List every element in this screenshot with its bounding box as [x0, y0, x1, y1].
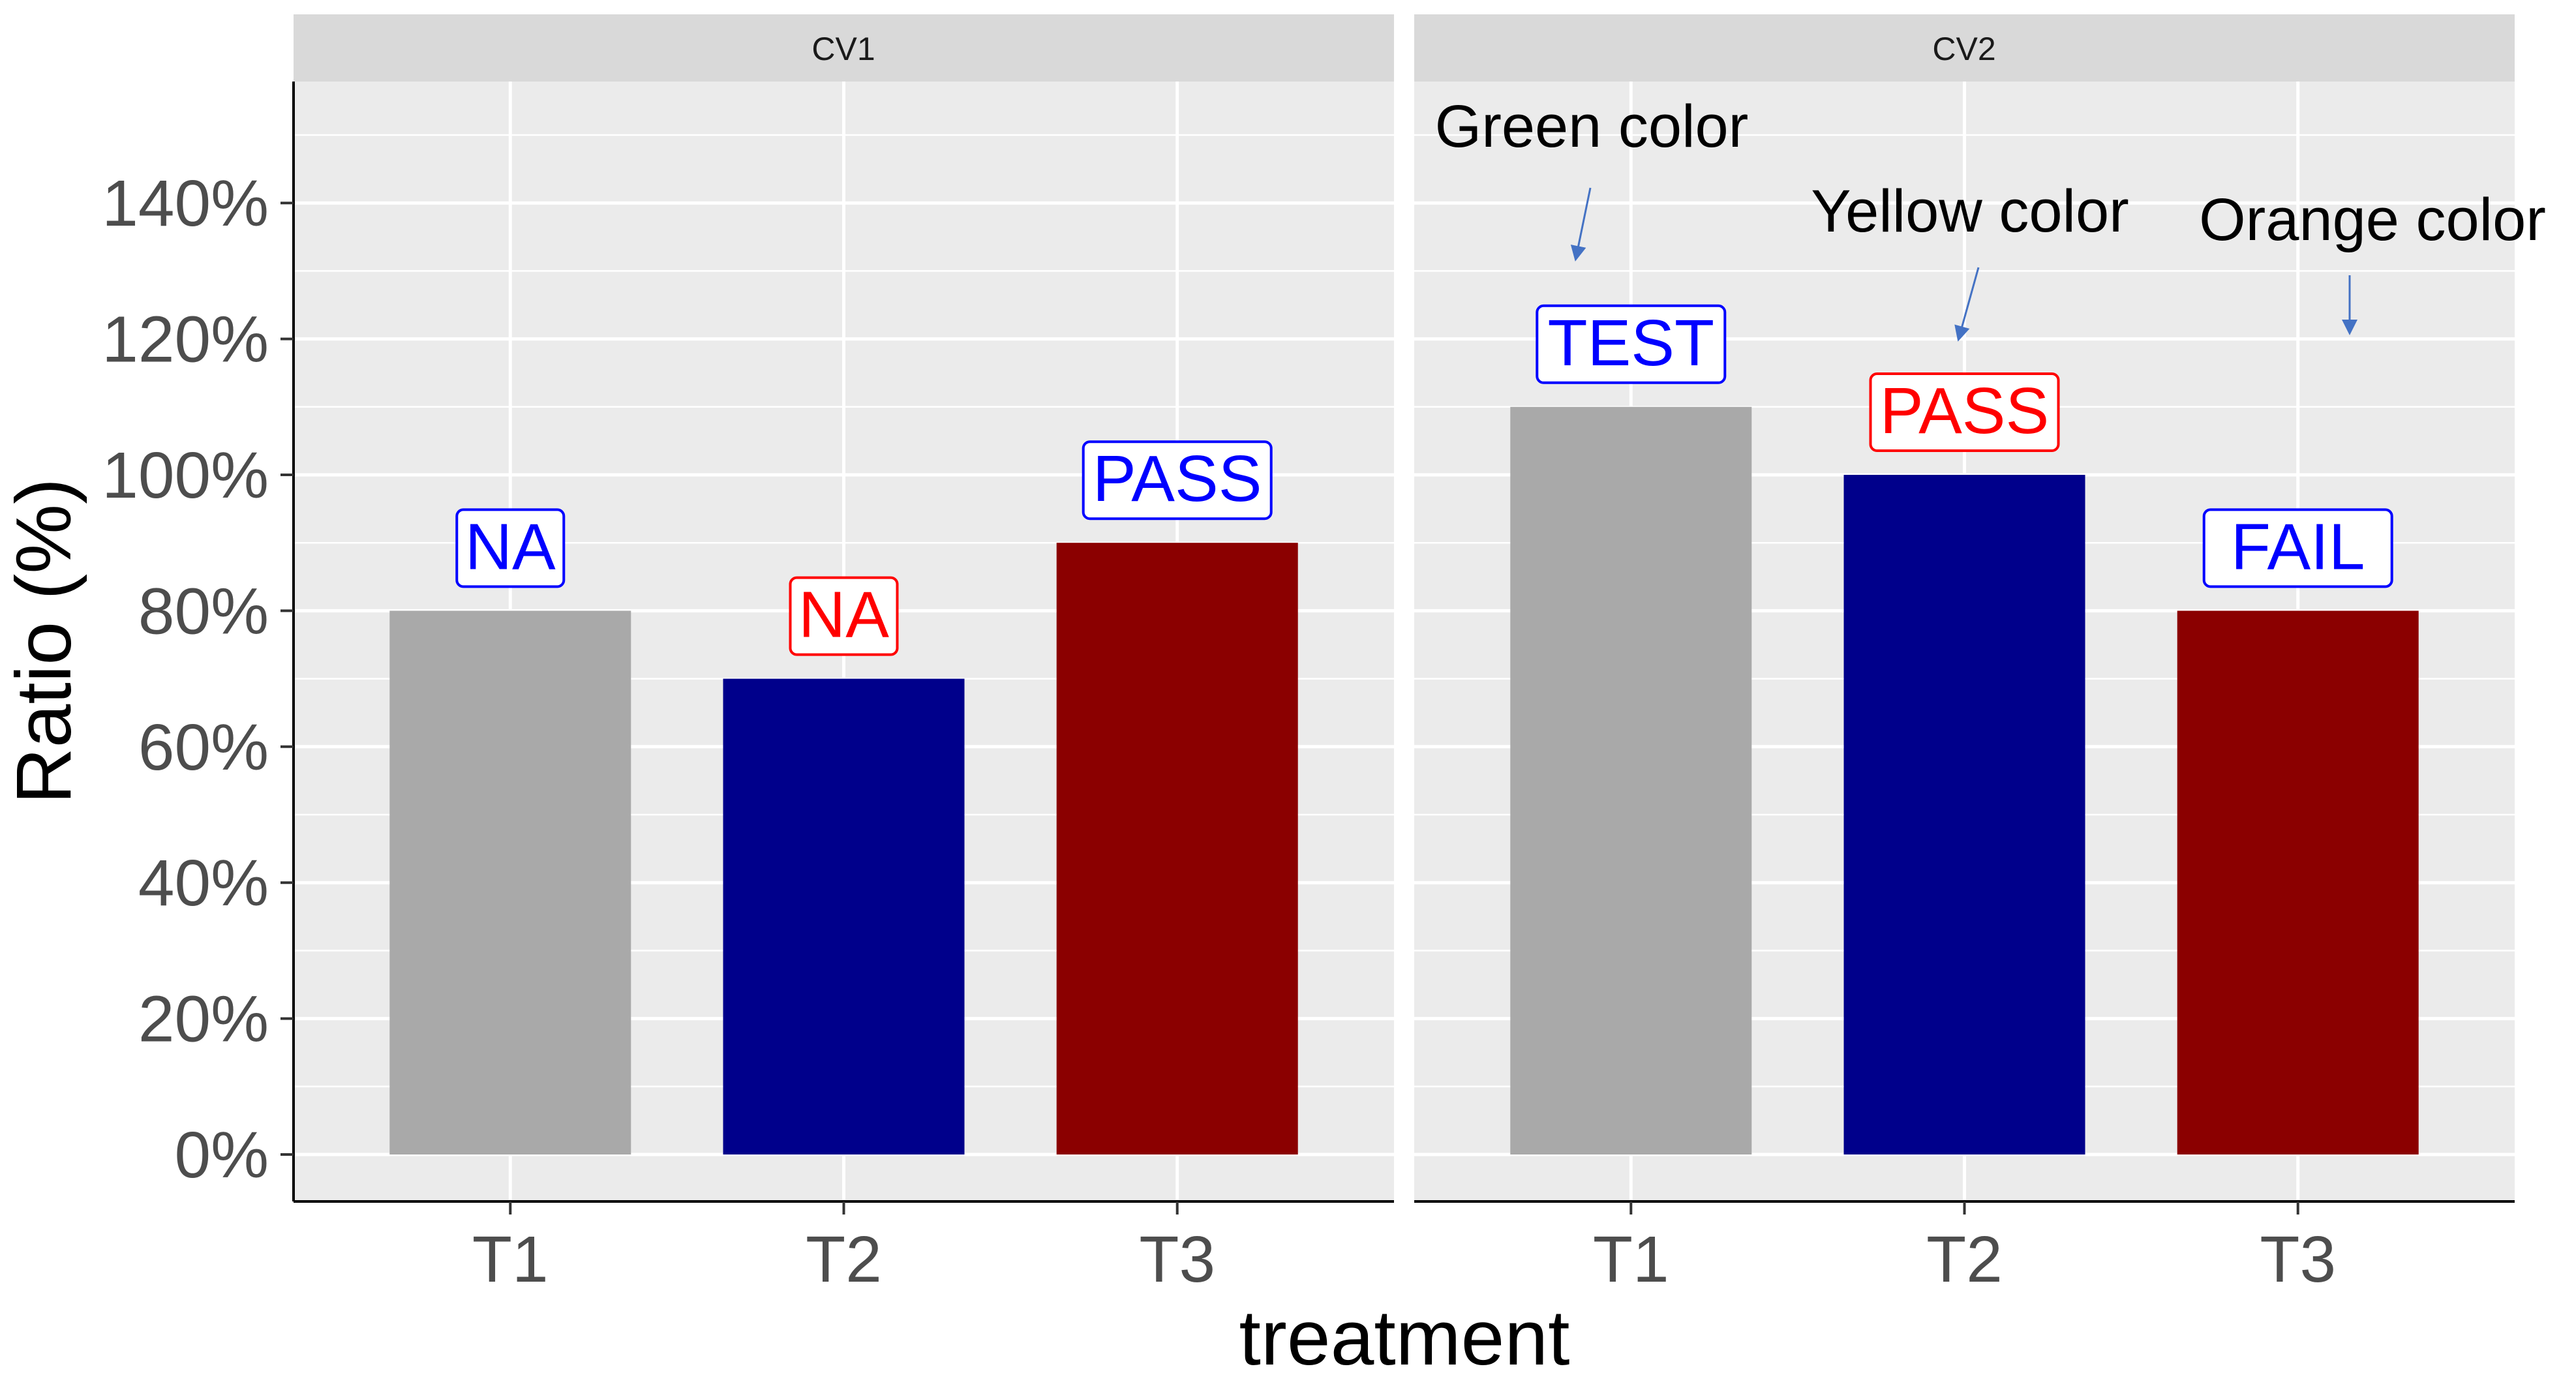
bar-label-cv2-t1: TEST [1547, 307, 1714, 380]
bar-label-box [455, 508, 566, 588]
strip-label-cv2: CV2 [1932, 31, 1995, 67]
bar-label-box [1082, 440, 1273, 520]
bar-cv2-t1 [1510, 406, 1752, 1154]
annotation-arrow-yellow [1954, 267, 1980, 342]
bar-cv1-t3 [1056, 543, 1298, 1154]
y-tick-label: 60% [138, 711, 269, 784]
bar-label-box [1536, 304, 1727, 384]
strip-label-cv1: CV1 [811, 31, 875, 67]
annotation-orange-color: Orange color [2199, 187, 2546, 253]
annotation-yellow-color: Yellow color [1811, 178, 2129, 245]
bar-label-box [2202, 508, 2393, 588]
x-tick-label: T1 [1593, 1223, 1669, 1296]
x-tick-label: T3 [1139, 1223, 1215, 1296]
y-tick-label: 20% [138, 983, 269, 1056]
bar-cv1-t2 [723, 678, 965, 1154]
x-tick-label: T2 [806, 1223, 882, 1296]
bar-label-cv1-t2: NA [798, 579, 889, 652]
x-tick-label: T3 [2260, 1223, 2336, 1296]
bar-cv1-t1 [389, 611, 631, 1154]
y-tick-label: 140% [102, 167, 269, 240]
bar-label-cv1-t1: NA [465, 510, 556, 583]
annotation-green-color: Green color [1435, 93, 1749, 160]
x-axis-title: treatment [1239, 1294, 1570, 1381]
bars [389, 406, 2419, 1154]
y-tick-label: 80% [138, 575, 269, 648]
x-tick-label: T1 [472, 1223, 549, 1296]
bar-label-box [789, 576, 899, 656]
bar-label-cv2-t3: FAIL [2231, 510, 2365, 583]
bar-labels: NA NA PASS TEST PASS FAIL [455, 304, 2393, 656]
axis-ticks: T1 T2 T3 T1 T2 T3 0% 20% 40% 60% 80% 100% 120% 140% [102, 167, 2336, 1296]
annotation-arrow-green [1570, 187, 1592, 262]
annotations: Green color Yellow color Orange color [1435, 93, 2546, 342]
y-tick-label: 0% [174, 1119, 269, 1192]
bar-label-cv1-t3: PASS [1093, 442, 1262, 515]
strip-header-cv2 [1414, 14, 2515, 82]
y-tick-label: 100% [102, 439, 269, 512]
x-tick-label: T2 [1926, 1223, 2003, 1296]
bar-label-cv2-t2: PASS [1880, 374, 2049, 447]
bar-label-box [1869, 372, 2060, 452]
y-tick-label: 40% [138, 847, 269, 920]
y-tick-label: 120% [102, 303, 269, 376]
y-axis-title: Ratio (%) [0, 478, 87, 804]
bar-cv2-t2 [1843, 475, 2085, 1154]
bar-cv2-t3 [2177, 611, 2419, 1154]
strip-header-cv1 [294, 14, 1394, 82]
